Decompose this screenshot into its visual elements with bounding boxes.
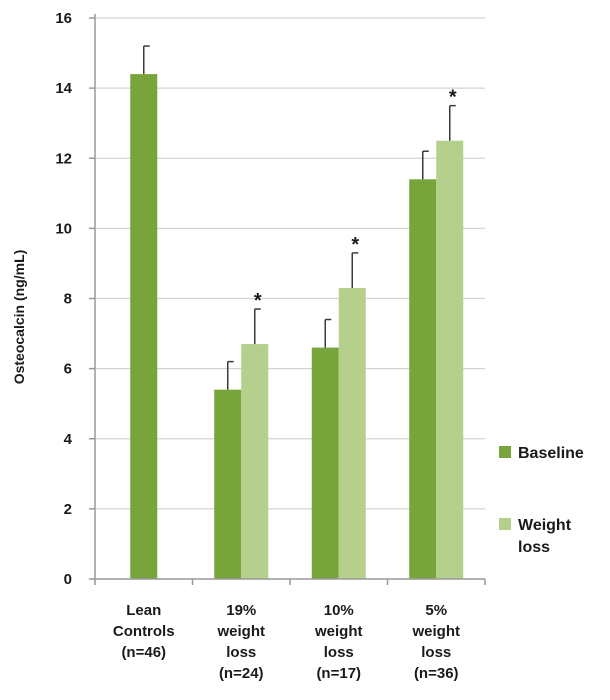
significance-marker: *	[351, 234, 359, 256]
bar-weight-loss	[436, 140, 464, 579]
legend-swatch-weight-loss	[499, 518, 511, 530]
y-tick-label: 6	[64, 361, 72, 378]
y-tick-label: 14	[55, 80, 72, 97]
category-label: Lean Controls (n=46)	[113, 602, 175, 661]
y-tick-label: 0	[64, 571, 72, 588]
bar-weight-loss	[338, 287, 366, 579]
y-tick-label: 10	[55, 220, 72, 237]
category-label: 10% weight loss (n=17)	[314, 602, 363, 682]
legend-label: Baseline	[518, 445, 584, 462]
y-tick-label: 12	[55, 150, 72, 167]
category-labels: Lean Controls (n=46) 19% weight loss (n=24) 10%…	[113, 602, 460, 682]
y-tick-labels: 0 2 4 6 8 10 12 14 16	[55, 10, 72, 588]
y-tick-label: 8	[64, 291, 72, 308]
y-tick-label: 2	[64, 501, 72, 518]
legend-label: Weight loss	[518, 517, 572, 556]
category-label: 5% weight loss (n=36)	[412, 602, 461, 682]
axes	[89, 14, 486, 585]
gridlines	[95, 17, 485, 510]
bar-baseline	[130, 74, 158, 579]
legend-swatch-baseline	[499, 446, 511, 458]
bar-weight-loss	[241, 344, 269, 579]
bar-baseline	[409, 179, 437, 579]
y-axis-title: Osteocalcin (ng/mL)	[11, 250, 27, 385]
bar-baseline	[311, 347, 339, 579]
y-tick-label: 16	[55, 10, 72, 27]
bars: * * *	[130, 45, 464, 579]
significance-marker: *	[449, 87, 457, 109]
bar-baseline	[214, 389, 242, 579]
y-tick-label: 4	[64, 431, 73, 448]
category-label: 19% weight loss (n=24)	[217, 602, 266, 682]
significance-marker: *	[254, 290, 262, 312]
legend: Baseline Weight loss	[499, 445, 584, 556]
